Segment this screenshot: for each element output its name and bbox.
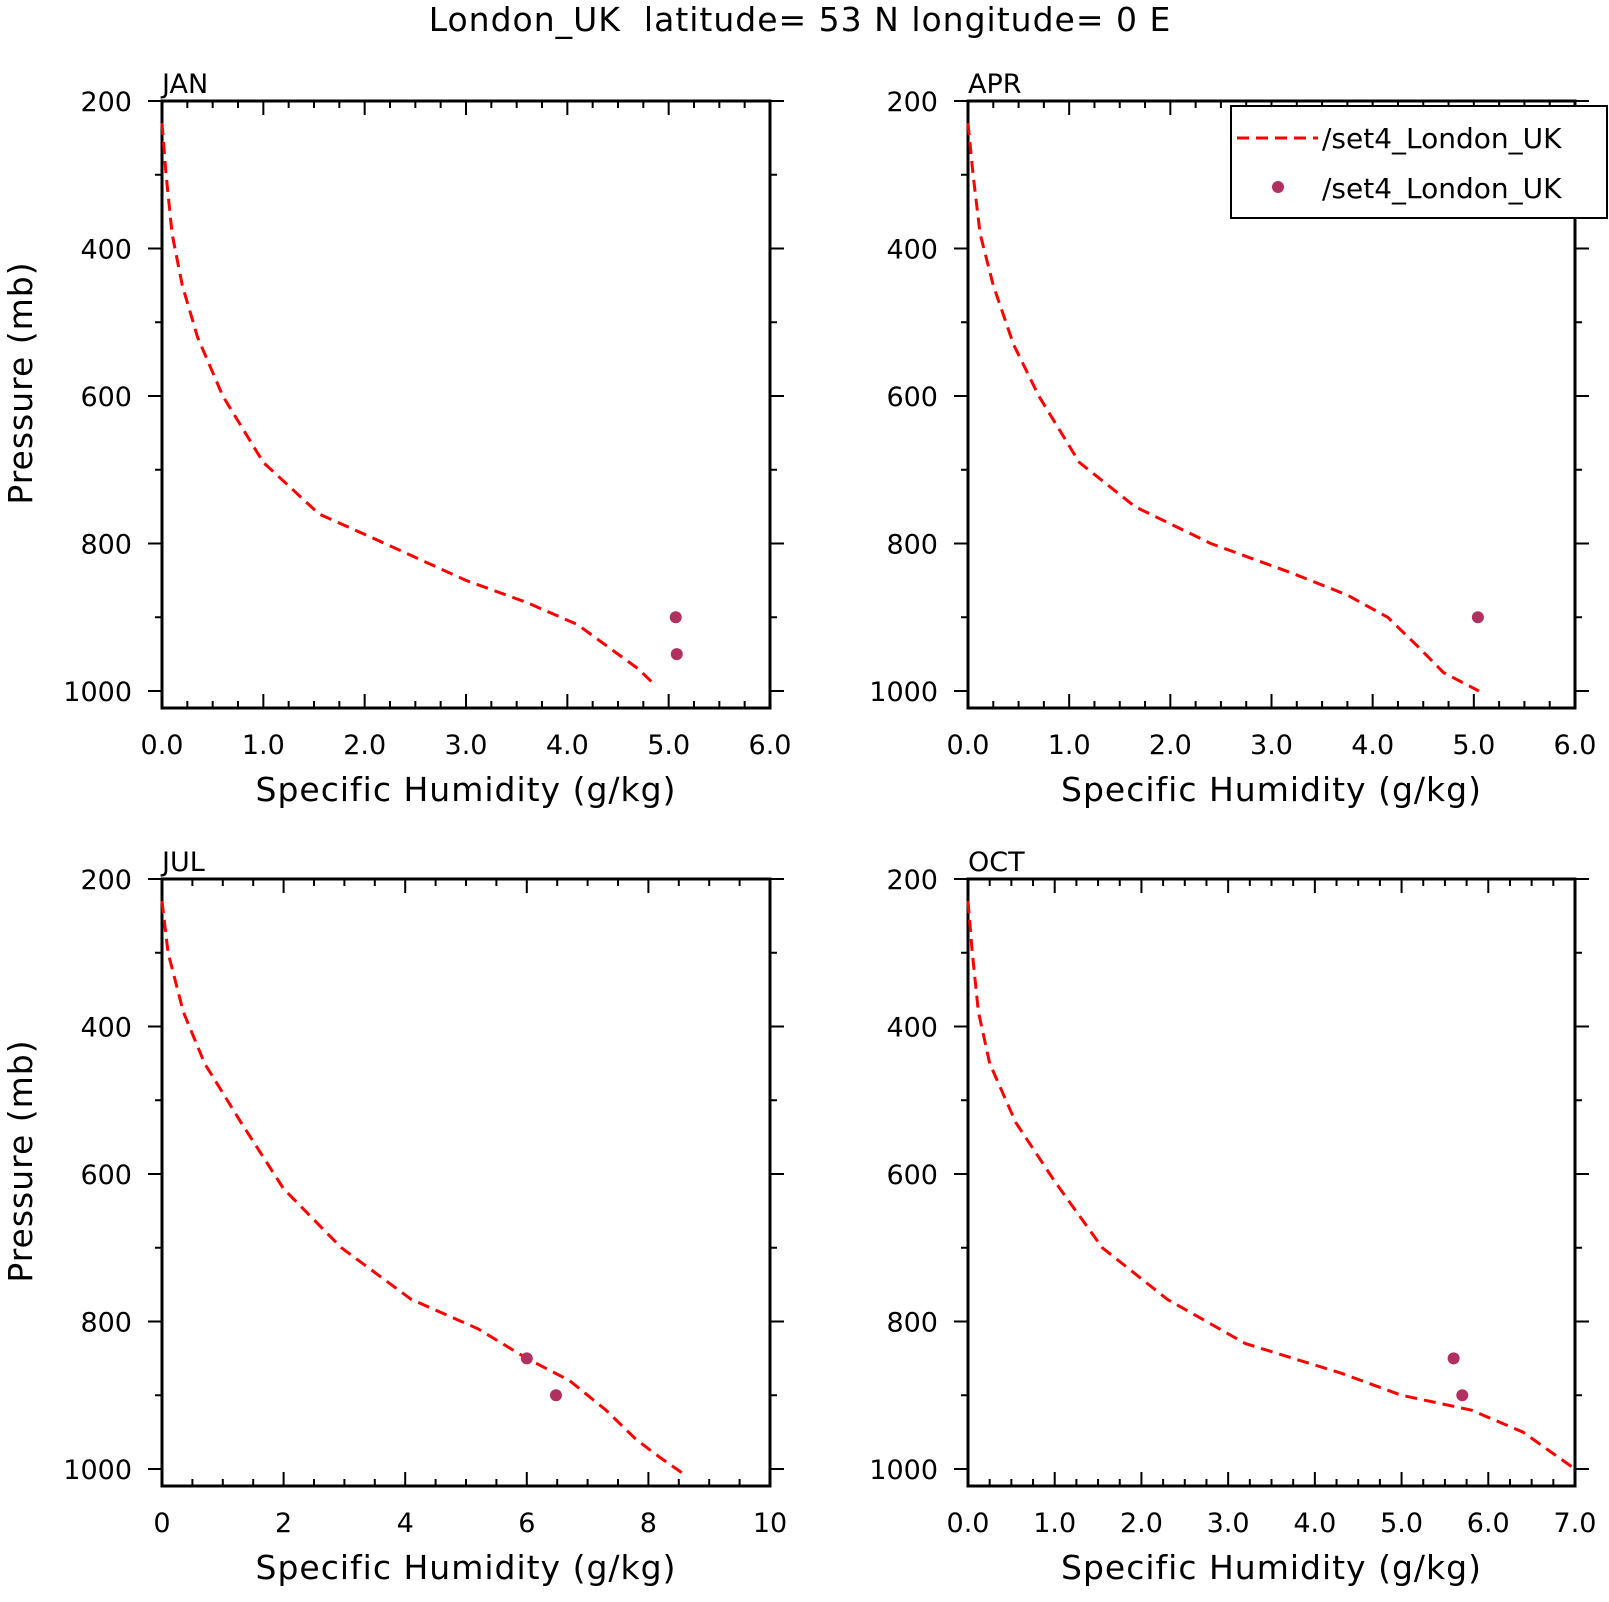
panel-title-oct: OCT xyxy=(968,847,1025,878)
y-tick-label: 400 xyxy=(886,1013,938,1044)
y-axis-label: Pressure (mb) xyxy=(1,1039,40,1282)
x-tick-label: 4.0 xyxy=(1351,730,1394,761)
x-tick-label: 2.0 xyxy=(1149,730,1192,761)
y-tick-label: 200 xyxy=(886,865,938,896)
series-line-jul xyxy=(160,900,683,1474)
obs-point-jan xyxy=(670,648,683,661)
panel-oct: OCT 0.0 1.0 2.0 3.0 4.0 5.0 6.0 7.0 200 400 600 800 1… xyxy=(869,847,1596,1587)
panel-jan: JAN 0.0 1.0 2.0 3.0 4.0 5.0 6.0 200 400 600 800 1000… xyxy=(1,69,791,809)
x-tick-label: 2.0 xyxy=(343,730,386,761)
x-tick-label: 5.0 xyxy=(647,730,690,761)
panel-jul: JUL 0 2 4 6 8 10 200 400 600 800 1000 Specific Humid… xyxy=(1,847,787,1587)
main-title: London_UK latitude= 53 N longitude= 0 E xyxy=(429,0,1172,39)
x-axis-label: Specific Humidity (g/kg) xyxy=(1061,1548,1482,1587)
y-tick-label: 800 xyxy=(886,1308,938,1339)
x-tick-label: 2.0 xyxy=(1120,1508,1163,1539)
y-tick-label: 1000 xyxy=(869,677,938,708)
y-tick-label: 200 xyxy=(80,87,132,118)
x-tick-label: 8 xyxy=(640,1508,657,1539)
y-tick-label: 400 xyxy=(80,235,132,266)
legend-marker-swatch xyxy=(1272,181,1284,193)
x-tick-label: 3.0 xyxy=(1207,1508,1250,1539)
x-tick-label: 3.0 xyxy=(445,730,488,761)
obs-point-jul xyxy=(520,1352,533,1365)
x-tick-label: 1.0 xyxy=(242,730,285,761)
y-tick-label: 200 xyxy=(80,865,132,896)
x-axis-label: Specific Humidity (g/kg) xyxy=(256,1548,677,1587)
panel-title-apr: APR xyxy=(968,69,1022,100)
x-tick-label: 1.0 xyxy=(1048,730,1091,761)
panel-title-jul: JUL xyxy=(160,847,205,878)
y-tick-label: 400 xyxy=(80,1013,132,1044)
obs-point-oct xyxy=(1456,1389,1469,1402)
x-tick-label: 4.0 xyxy=(546,730,589,761)
x-tick-label: 10 xyxy=(753,1508,787,1539)
x-tick-label: 1.0 xyxy=(1033,1508,1076,1539)
x-tick-label: 4 xyxy=(397,1508,414,1539)
legend-entry-line-label: /set4_London_UK xyxy=(1322,122,1562,155)
x-tick-label: 0.0 xyxy=(141,730,184,761)
legend: /set4_London_UK /set4_London_UK xyxy=(1230,105,1608,219)
y-tick-label: 800 xyxy=(80,1308,132,1339)
x-tick-label: 5.0 xyxy=(1452,730,1495,761)
x-tick-label: 5.0 xyxy=(1380,1508,1423,1539)
y-axis-label: Pressure (mb) xyxy=(1,261,40,504)
obs-point-jul xyxy=(549,1389,562,1402)
y-tick-label: 600 xyxy=(80,1160,132,1191)
obs-point-apr xyxy=(1471,611,1484,624)
y-tick-label: 200 xyxy=(886,87,938,118)
x-tick-label: 6.0 xyxy=(1467,1508,1510,1539)
y-tick-label: 800 xyxy=(886,530,938,561)
panel-apr: APR 0.0 1.0 2.0 3.0 4.0 5.0 6.0 200 400 600 800 1000… xyxy=(869,69,1596,809)
y-tick-label: 600 xyxy=(886,382,938,413)
x-tick-label: 0.0 xyxy=(947,1508,990,1539)
x-tick-label: 0 xyxy=(153,1508,170,1539)
x-tick-label: 6.0 xyxy=(1554,730,1597,761)
plot-frame-jul xyxy=(160,877,772,1488)
x-axis-label: Specific Humidity (g/kg) xyxy=(256,770,677,809)
obs-point-oct xyxy=(1447,1352,1460,1365)
x-tick-label: 6 xyxy=(518,1508,535,1539)
x-tick-label: 6.0 xyxy=(749,730,792,761)
x-axis-label: Specific Humidity (g/kg) xyxy=(1061,770,1482,809)
series-line-jan xyxy=(160,122,655,685)
x-tick-label: 2 xyxy=(275,1508,292,1539)
series-line-oct xyxy=(966,900,1576,1471)
y-tick-label: 400 xyxy=(886,235,938,266)
plot-frame-oct xyxy=(966,877,1577,1488)
obs-point-jan xyxy=(669,611,682,624)
y-tick-label: 600 xyxy=(80,382,132,413)
y-tick-label: 1000 xyxy=(63,1455,132,1486)
legend-entry-marker-label: /set4_London_UK xyxy=(1322,172,1562,205)
legend-box xyxy=(1230,105,1608,219)
x-tick-label: 4.0 xyxy=(1293,1508,1336,1539)
y-tick-label: 1000 xyxy=(63,677,132,708)
x-tick-label: 3.0 xyxy=(1250,730,1293,761)
y-tick-label: 800 xyxy=(80,530,132,561)
x-tick-label: 7.0 xyxy=(1554,1508,1597,1539)
panel-title-jan: JAN xyxy=(160,69,208,100)
y-tick-label: 1000 xyxy=(869,1455,938,1486)
y-tick-label: 600 xyxy=(886,1160,938,1191)
x-tick-label: 0.0 xyxy=(947,730,990,761)
